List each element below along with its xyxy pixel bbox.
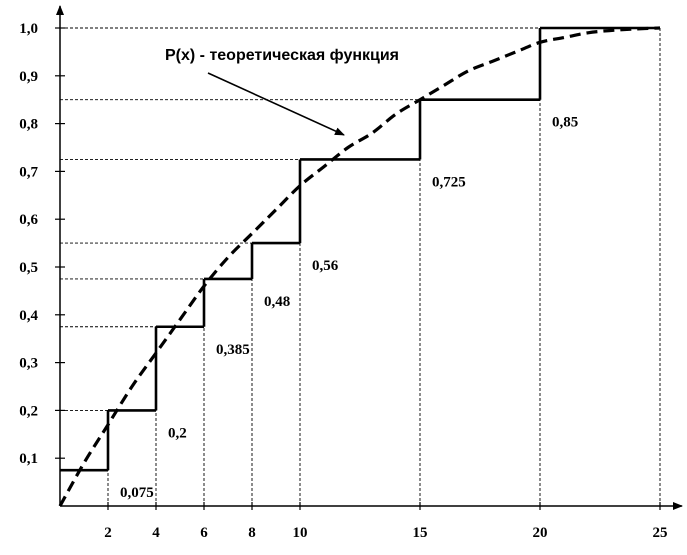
x-tick-label: 4 xyxy=(152,525,160,541)
x-tick-label: 10 xyxy=(293,525,308,541)
x-tick-label: 8 xyxy=(248,525,256,541)
step-value-label: 0,075 xyxy=(120,485,154,501)
y-tick-label: 0,6 xyxy=(19,212,38,228)
y-tick-label: 0,1 xyxy=(19,451,38,467)
annotation-group: P(x) - теоретическая функция xyxy=(165,47,399,136)
axes xyxy=(55,5,683,510)
step-value-label: 0,85 xyxy=(552,115,578,131)
y-tick-label: 0,2 xyxy=(19,403,38,419)
step-value-label: 0,48 xyxy=(264,294,290,310)
theoretical-curve xyxy=(58,26,661,507)
step-function-group xyxy=(60,26,660,472)
x-tick-label: 25 xyxy=(653,525,668,541)
y-tick-label: 0,5 xyxy=(19,260,38,276)
x-tick-label: 20 xyxy=(533,525,548,541)
x-tick-label: 6 xyxy=(200,525,208,541)
step-value-label: 0,385 xyxy=(216,342,250,358)
step-value-label: 0,56 xyxy=(312,258,339,274)
y-tick-label: 0,8 xyxy=(19,117,38,133)
step-value-label: 0,725 xyxy=(432,174,466,190)
y-tick-label: 1,0 xyxy=(19,21,38,37)
theoretical-curve-group xyxy=(58,26,661,507)
labels-group: 0,1 0,2 0,3 0,4 0,5 0,6 0,7 0,8 0,9 1,0 2 4 6 8 10 15 20… xyxy=(19,21,667,541)
x-tick-label: 2 xyxy=(104,525,112,541)
guide-lines xyxy=(60,27,661,506)
y-tick-label: 0,4 xyxy=(19,308,38,324)
step-value-label: 0,2 xyxy=(168,425,187,441)
annotation-arrow xyxy=(207,72,345,136)
y-tick-label: 0,9 xyxy=(19,69,38,85)
y-tick-label: 0,7 xyxy=(19,164,38,180)
annotation-text: P(x) - теоретическая функция xyxy=(165,47,399,64)
x-tick-label: 15 xyxy=(413,525,428,541)
y-tick-label: 0,3 xyxy=(19,356,38,372)
